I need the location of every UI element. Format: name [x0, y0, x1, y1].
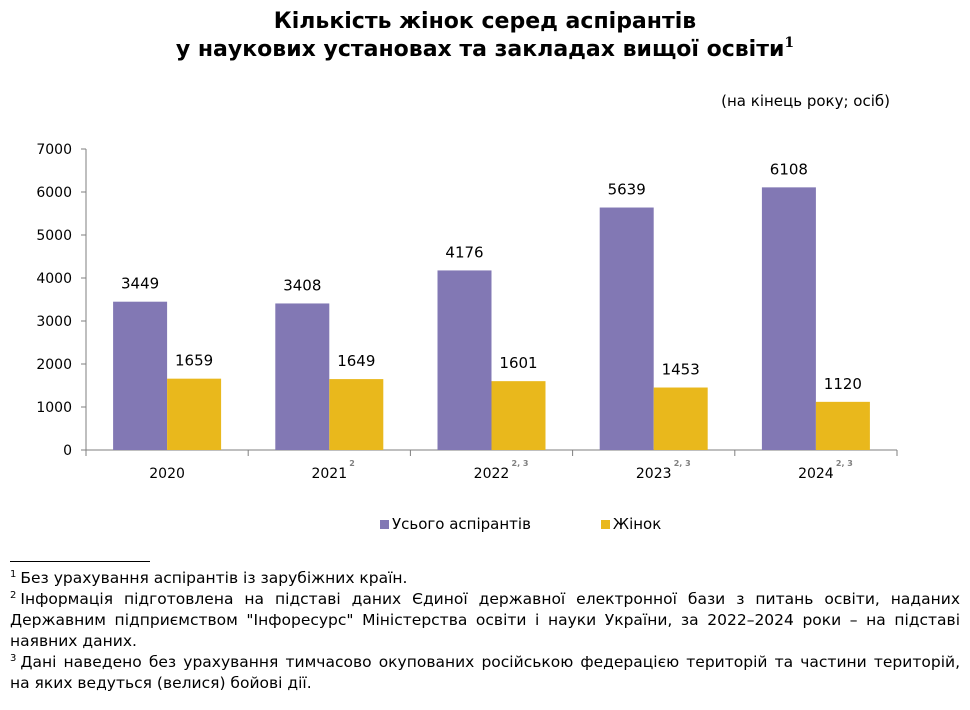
bar-total: [761, 187, 816, 450]
y-tick-label: 1000: [36, 400, 72, 416]
y-tick-label: 0: [63, 443, 72, 459]
footnote-3-text: Дані наведено без урахування тимчасово о…: [10, 653, 960, 692]
y-tick-label: 7000: [36, 142, 72, 158]
x-tick-label: 2020: [149, 466, 185, 482]
footnote-2-marker: 2: [10, 590, 17, 601]
bar-women: [491, 381, 546, 450]
footnote-2: 2 Інформація підготовлена на підставі дан…: [10, 589, 960, 652]
x-tick-label: 2024: [798, 466, 834, 482]
bar-women: [329, 379, 384, 450]
chart-title-line1: Кількість жінок серед аспірантів: [273, 9, 697, 34]
x-tick-footnote-marker: 2, 3: [674, 459, 691, 468]
legend-swatch-total: [380, 519, 389, 529]
data-label-women: 1601: [499, 354, 537, 372]
bar-total: [113, 301, 168, 450]
data-label-total: 4176: [445, 243, 483, 261]
bar-women: [815, 401, 870, 450]
y-tick-label: 5000: [36, 228, 72, 244]
bar-chart: 0 1000 2000 3000 4000 5000 6000 7000 3449 1659 202…: [36, 142, 898, 482]
data-label-women: 1659: [175, 352, 213, 370]
footnote-1-marker: 1: [10, 569, 17, 580]
chart-title-line2: у наукових установах та закладах вищої о…: [175, 37, 785, 62]
bar-women: [167, 378, 222, 450]
footnote-divider: [10, 561, 150, 562]
footnote-1-text: Без урахування аспірантів із зарубіжних …: [20, 569, 408, 587]
y-tick-label: 6000: [36, 185, 72, 201]
legend-item-women: Жінок: [600, 515, 662, 533]
data-label-women: 1453: [662, 361, 700, 379]
x-tick-label: 2021: [311, 466, 347, 482]
x-tick-footnote-marker: 2: [349, 459, 355, 468]
title-footnote-marker: 1: [784, 35, 795, 51]
data-label-total: 5639: [608, 181, 646, 199]
bar-total: [599, 207, 654, 450]
x-tick-label: 2022: [474, 466, 510, 482]
chart-legend: Усього аспірантів Жінок: [380, 515, 731, 533]
footnote-1: 1 Без урахування аспірантів із зарубіжних…: [10, 568, 960, 589]
data-label-total: 3449: [121, 275, 159, 293]
legend-item-total: Усього аспірантів: [380, 515, 531, 533]
chart-title: Кількість жінок серед аспірантів у науко…: [0, 8, 970, 64]
bar-total: [437, 270, 492, 450]
y-tick-label: 4000: [36, 271, 72, 287]
data-label-total: 6108: [770, 160, 808, 178]
x-tick-footnote-marker: 2, 3: [512, 459, 529, 468]
x-tick-footnote-marker: 2, 3: [836, 459, 853, 468]
legend-label-total: Усього аспірантів: [392, 515, 531, 533]
bar-women: [653, 387, 708, 450]
footnote-3-marker: 3: [10, 653, 17, 664]
y-tick-label: 3000: [36, 314, 72, 330]
data-label-total: 3408: [283, 276, 321, 294]
data-label-women: 1120: [824, 375, 862, 393]
footnote-2-text: Інформація підготовлена на підставі дани…: [10, 590, 960, 650]
data-label-women: 1649: [337, 352, 375, 370]
bar-total: [275, 303, 330, 450]
legend-swatch-women: [600, 519, 610, 529]
footnote-3: 3 Дані наведено без урахування тимчасово …: [10, 652, 960, 694]
unit-note: (на кінець року; осіб): [721, 92, 890, 110]
legend-label-women: Жінок: [612, 515, 662, 533]
footnotes: 1 Без урахування аспірантів із зарубіжних…: [10, 568, 960, 694]
x-tick-label: 2023: [636, 466, 672, 482]
y-tick-label: 2000: [36, 357, 72, 373]
